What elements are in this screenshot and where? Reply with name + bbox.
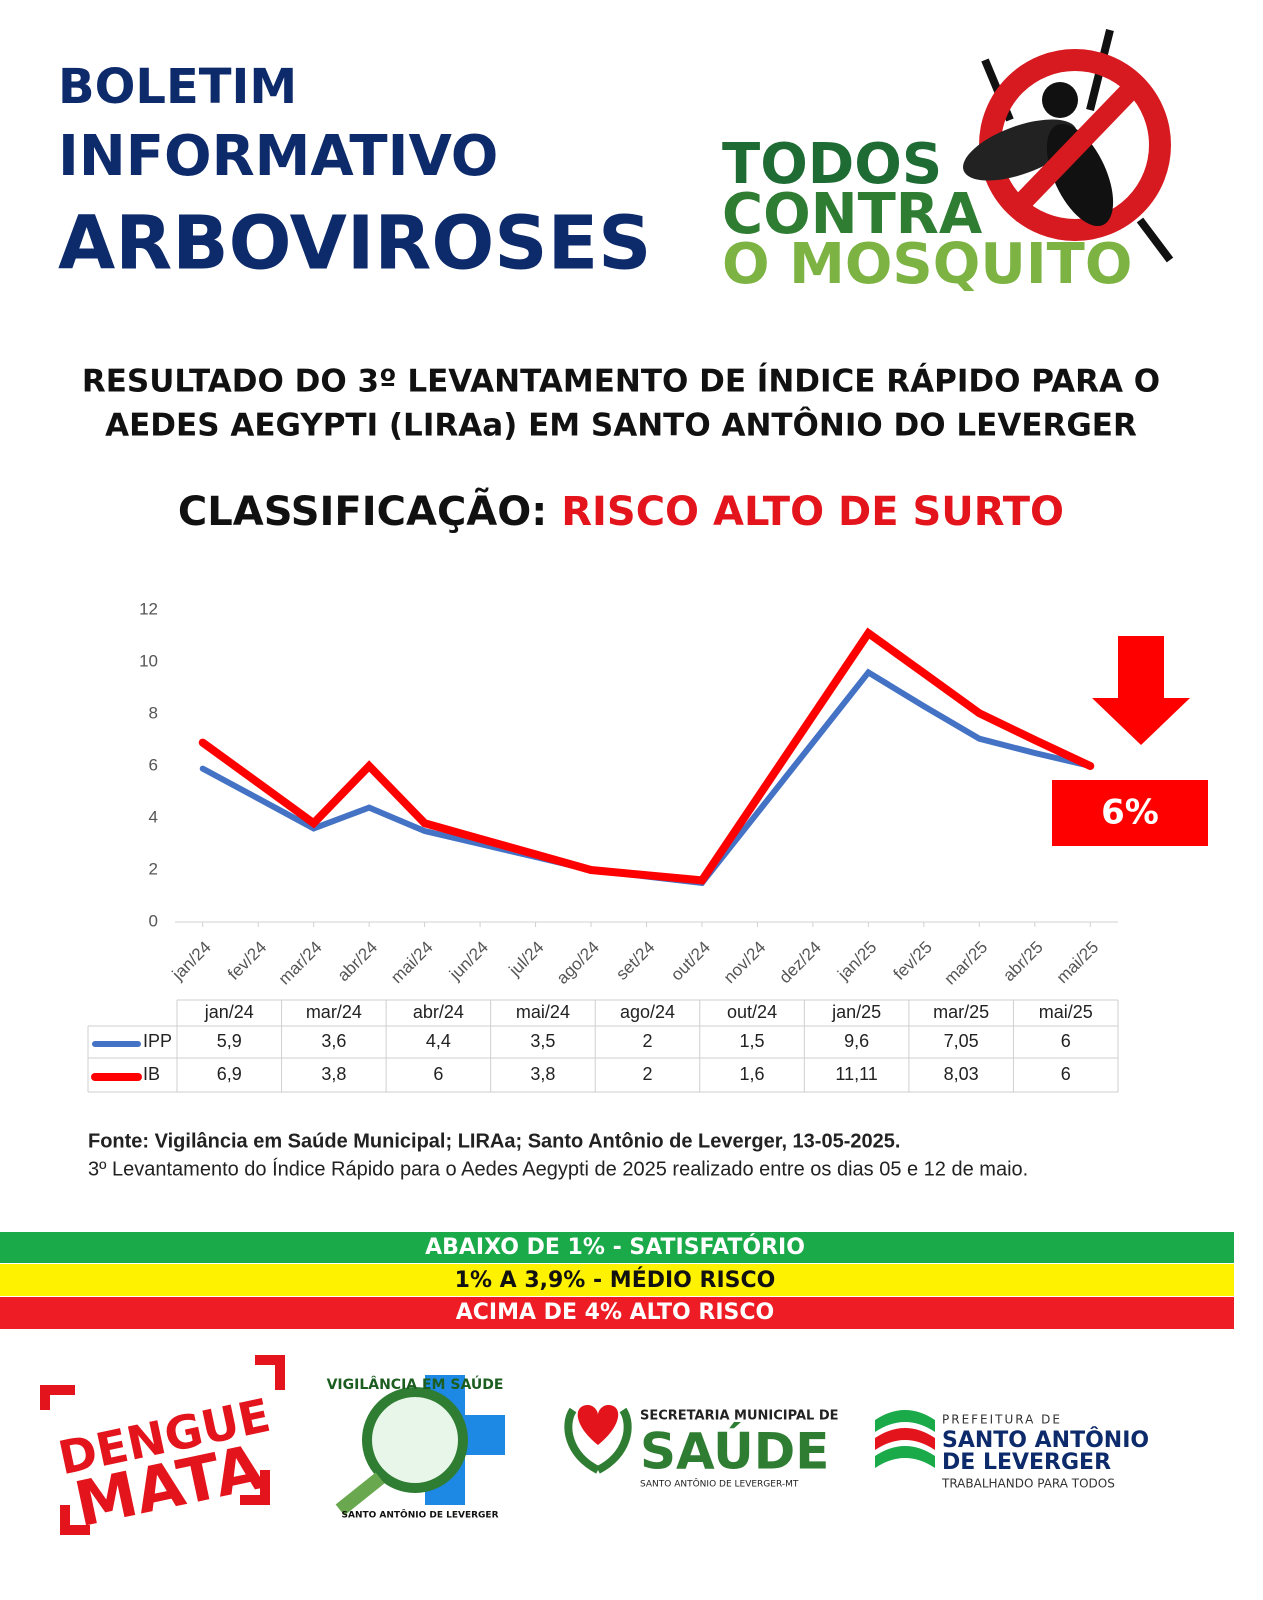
logo-hands (564, 1407, 632, 1474)
annotation-box (1052, 780, 1208, 846)
table-header: mai/25 (1039, 1002, 1093, 1022)
y-tick-label: 12 (139, 599, 158, 618)
logo-lens (362, 1387, 468, 1493)
table-header: out/24 (727, 1002, 777, 1022)
table-cell: 3,5 (530, 1031, 555, 1051)
table-header: abr/24 (413, 1002, 464, 1022)
risk-band (0, 1297, 1234, 1329)
table-header: ago/24 (620, 1002, 675, 1022)
table-cell: 1,5 (740, 1031, 765, 1051)
table-cell: 6 (433, 1064, 443, 1084)
table-cell: 4,4 (426, 1031, 451, 1051)
y-tick-label: 8 (149, 703, 158, 722)
subtitle: AEDES AEGYPTI (LIRAa) EM SANTO ANTÔNIO D… (105, 407, 1137, 444)
header-line: BOLETIM (58, 59, 297, 115)
table-cell: 2 (642, 1031, 652, 1051)
logo-flag (875, 1410, 935, 1432)
series-line (198, 627, 1095, 885)
logo-text: SECRETARIA MUNICIPAL DE (640, 1409, 839, 1424)
classification-label: CLASSIFICAÇÃO: (178, 486, 547, 535)
header-title: ARBOVIROSES (58, 201, 651, 287)
y-tick-label: 2 (149, 859, 158, 878)
y-tick-label: 4 (149, 807, 158, 826)
table-cell: 6 (1061, 1064, 1071, 1084)
logo-text: SANTO ANTÔNIO DE LEVERGER (342, 1509, 499, 1521)
legend-label: IB (143, 1064, 160, 1084)
table-header: jan/24 (204, 1002, 254, 1022)
prefeitura-logo: PREFEITURA DE SANTO ANTÔNIO DE LEVERGER … (875, 1410, 1149, 1491)
risk-label: ACIMA DE 4% ALTO RISCO (456, 1300, 774, 1325)
campaign-line: O MOSQUITO (722, 232, 1132, 297)
table-cell: 11,11 (835, 1064, 877, 1084)
source: Fonte: Vigilância em Saúde Municipal; LI… (88, 1130, 900, 1152)
logo-text: SANTO ANTÔNIO (942, 1427, 1149, 1453)
logo-text: TRABALHANDO PARA TODOS (941, 1477, 1115, 1491)
logo-text: PREFEITURA DE (942, 1413, 1062, 1427)
table-cell: 8,03 (944, 1064, 979, 1084)
logo-flag (875, 1428, 935, 1450)
table-cell: 9,6 (844, 1031, 869, 1051)
legend-label: IPP (143, 1031, 172, 1051)
table-cell: 3,8 (321, 1064, 346, 1084)
subtitle: RESULTADO DO 3º LEVANTAMENTO DE ÍNDICE R… (82, 364, 1160, 400)
table-cell: 6,9 (217, 1064, 242, 1084)
table-header: jan/25 (831, 1002, 881, 1022)
table-cell: 6 (1061, 1031, 1071, 1051)
logo-text: VIGILÂNCIA EM SAÚDE (327, 1375, 504, 1393)
secretaria-logo: SECRETARIA MUNICIPAL DE SAÚDE SANTO ANTÔ… (564, 1405, 839, 1490)
table-cell: 3,6 (321, 1031, 346, 1051)
table-header: mar/25 (933, 1002, 989, 1022)
header-line: INFORMATIVO (58, 124, 498, 189)
classification-value: RISCO ALTO DE SURTO (561, 489, 1064, 535)
table-cell: 3,8 (530, 1064, 555, 1084)
y-tick-label: 10 (139, 651, 158, 670)
y-tick-label: 6 (149, 755, 158, 774)
logo-text: DE LEVERGER (942, 1450, 1111, 1475)
y-tick-label: 0 (149, 911, 158, 930)
table-header: mar/24 (306, 1002, 362, 1022)
logo-handle (335, 1472, 385, 1516)
logo-text: SANTO ANTÔNIO DE LEVERGER-MT (640, 1478, 799, 1490)
risk-label: ABAIXO DE 1% - SATISFATÓRIO (425, 1234, 805, 1260)
logo-heart (577, 1405, 619, 1445)
source-note: 3º Levantamento do Índice Rápido para o … (88, 1157, 1028, 1180)
table-cell: 7,05 (944, 1031, 979, 1051)
logo-text: SAÚDE (640, 1422, 829, 1481)
risk-band (0, 1232, 1234, 1263)
prohibition-slash (1002, 73, 1148, 222)
mosquito-head (1042, 82, 1078, 118)
vigilancia-logo: VIGILÂNCIA EM SAÚDE SANTO ANTÔNIO DE LEV… (327, 1375, 505, 1521)
campaign-line: CONTRA (722, 182, 983, 247)
risk-band (0, 1264, 1234, 1296)
table-header: mai/24 (516, 1002, 570, 1022)
mosquito-leg (1136, 217, 1174, 263)
risk-label: 1% A 3,9% - MÉDIO RISCO (455, 1267, 776, 1293)
logo-flag (875, 1446, 935, 1468)
mosquito-wing (963, 119, 1077, 181)
campaign-logo: TODOS CONTRA O MOSQUITO (722, 29, 1174, 297)
classification: CLASSIFICAÇÃO: RISCO ALTO DE SURTO (178, 486, 1064, 535)
table-cell: 1,6 (740, 1064, 765, 1084)
logo-bracket (40, 1355, 285, 1535)
campaign-line: TODOS (722, 132, 942, 197)
table-cell: 2 (642, 1064, 652, 1084)
annotation-arrow (1092, 636, 1190, 745)
annotation-label: 6% (1101, 793, 1159, 833)
table-cell: 5,9 (217, 1031, 242, 1051)
